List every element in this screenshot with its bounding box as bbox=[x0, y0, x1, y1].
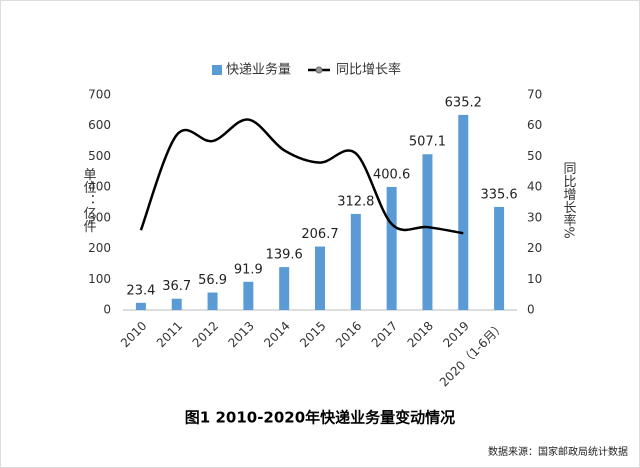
data-label: 23.4 bbox=[126, 283, 155, 298]
data-label: 139.6 bbox=[266, 248, 303, 263]
y2-tick-label: 10 bbox=[527, 272, 542, 286]
legend-marker bbox=[315, 66, 323, 74]
data-label: 312.8 bbox=[337, 194, 374, 209]
bar bbox=[422, 154, 433, 310]
data-label: 91.9 bbox=[234, 262, 263, 277]
bar bbox=[243, 281, 254, 310]
data-label: 36.7 bbox=[162, 279, 191, 294]
data-label: 206.7 bbox=[301, 227, 338, 242]
y2-tick-label: 50 bbox=[527, 149, 542, 163]
y2-tick-label: 30 bbox=[527, 210, 542, 224]
y-tick-label: 700 bbox=[88, 88, 111, 102]
data-label: 400.6 bbox=[373, 167, 410, 182]
y-tick-label: 300 bbox=[88, 210, 111, 224]
bar bbox=[135, 302, 146, 310]
data-label: 335.6 bbox=[480, 187, 517, 202]
y2-tick-label: 0 bbox=[527, 303, 535, 317]
chart-title: 图1 2010-2020年快递业务量变动情况 bbox=[185, 409, 455, 427]
bar bbox=[279, 267, 290, 310]
bar bbox=[494, 206, 505, 310]
bar bbox=[207, 292, 218, 310]
y-tick-label: 500 bbox=[88, 149, 111, 163]
legend-swatch bbox=[212, 65, 222, 75]
y2-tick-label: 60 bbox=[527, 118, 542, 132]
y-axis-title: 单位：亿件 bbox=[81, 168, 97, 233]
legend-label: 同比增长率 bbox=[336, 62, 401, 78]
data-label: 56.9 bbox=[198, 273, 227, 288]
y-tick-label: 200 bbox=[88, 241, 111, 255]
y-tick-label: 600 bbox=[88, 118, 111, 132]
y2-tick-label: 40 bbox=[527, 180, 542, 194]
data-label: 507.1 bbox=[409, 135, 446, 150]
y-tick-label: 100 bbox=[88, 272, 111, 286]
source-note: 数据来源：国家邮政局统计数据 bbox=[488, 445, 628, 458]
data-label: 635.2 bbox=[445, 95, 482, 110]
y-tick-label: 400 bbox=[88, 180, 111, 194]
legend-label: 快递业务量 bbox=[226, 62, 291, 78]
bar bbox=[350, 213, 361, 310]
line bbox=[139, 118, 464, 235]
bar bbox=[386, 186, 397, 310]
bar bbox=[458, 114, 469, 310]
y2-tick-label: 20 bbox=[527, 241, 542, 255]
y2-tick-label: 70 bbox=[527, 88, 542, 102]
bar bbox=[171, 298, 182, 310]
y-tick-label: 0 bbox=[103, 303, 111, 317]
bar bbox=[315, 246, 325, 310]
y2-axis-title: 同比增长率% bbox=[561, 161, 577, 238]
